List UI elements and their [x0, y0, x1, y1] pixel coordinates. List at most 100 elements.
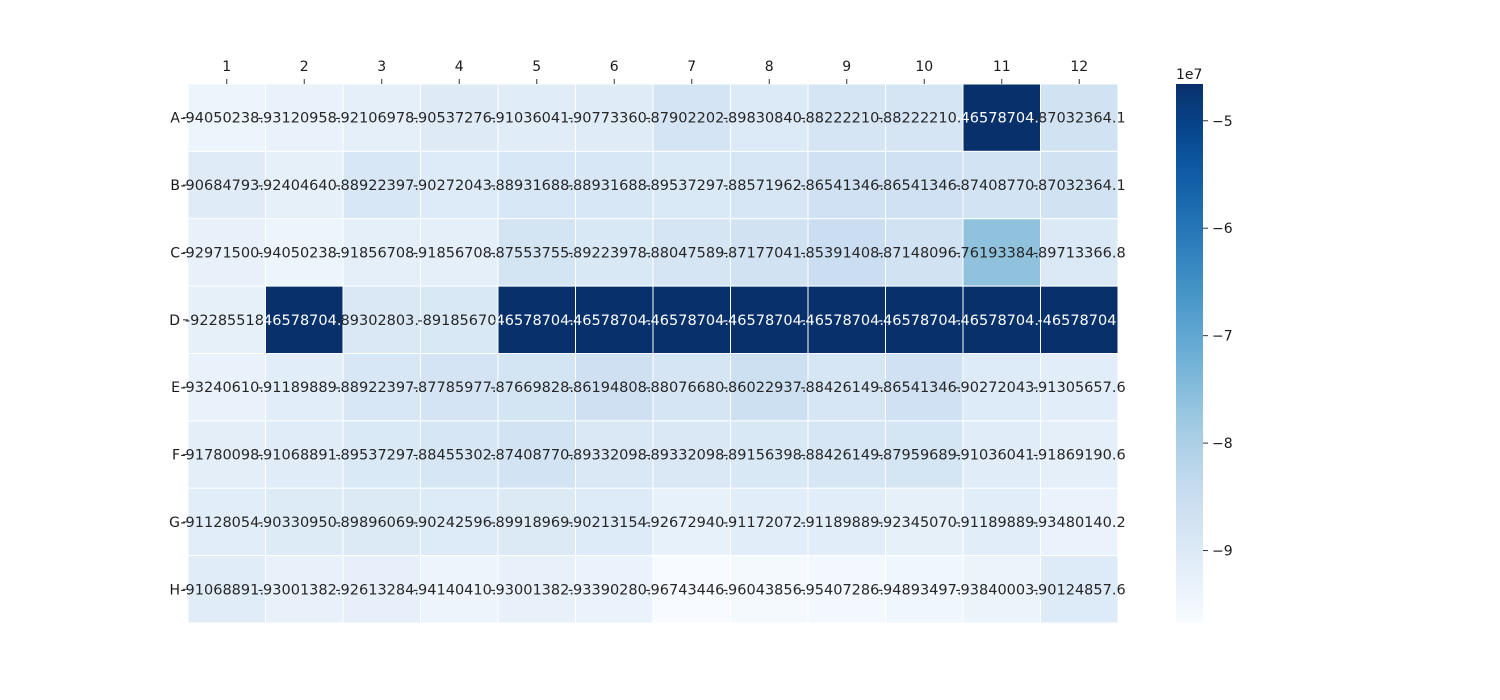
heatmap-cell — [885, 555, 964, 624]
heatmap-cell — [730, 285, 809, 354]
cell-value-label: -85391408.8 — [800, 245, 893, 261]
cell-value-label: -46578704.4 — [955, 313, 1048, 329]
cell-value-label: -90213154.9 — [568, 515, 661, 531]
cell-value-label: -91189889.9 — [955, 515, 1048, 531]
cell-value-label: -91036041.1 — [955, 448, 1048, 464]
heatmap-cell — [420, 285, 499, 354]
cell-value-label: -91856708.9 — [413, 245, 506, 261]
cell-value-label: -86194808.8 — [568, 380, 661, 396]
cell-value-label: -94893497.9 — [878, 582, 971, 598]
cell-value-label: -88931688.9 — [568, 178, 661, 194]
cell-value-label: -96743446.9 — [645, 582, 738, 598]
column-tick-label: 3 — [377, 59, 386, 75]
heatmap-cell — [807, 285, 886, 354]
heatmap-cell — [962, 285, 1041, 354]
cell-value-label: -88571962.8 — [723, 178, 816, 194]
cell-value-label: -89332098.9 — [645, 448, 738, 464]
cell-value-label: -86022937.8 — [723, 380, 816, 396]
cell-value-label: -91068891.8 — [258, 448, 351, 464]
cell-value-label: -87148096.8 — [878, 245, 971, 261]
column-tick-label: 11 — [993, 59, 1011, 75]
cell-value-label: -91869190.6 — [1033, 448, 1126, 464]
cell-value-label: -93001382.9 — [490, 582, 583, 598]
cell-value-label: -92613284.9 — [335, 582, 428, 598]
cell-value-label: -90242596.9 — [413, 515, 506, 531]
cell-value-label: -90272043.9 — [413, 178, 506, 194]
heatmap-cell — [652, 555, 731, 624]
cell-value-label: -92672940.9 — [645, 515, 738, 531]
heatmap-cell — [575, 285, 654, 354]
heatmap-cell — [187, 555, 266, 624]
cell-value-label: -88222210.8 — [800, 111, 893, 127]
heatmap-cell — [1040, 420, 1119, 489]
cell-value-label: -93240610.9 — [180, 380, 273, 396]
cell-value-label: -92404640.8 — [258, 178, 351, 194]
cell-value-label: -88922397.8 — [335, 178, 428, 194]
row-tick-label: H — [169, 582, 180, 598]
row-tick-label: F — [172, 448, 180, 464]
heatmap-cell — [1040, 487, 1119, 557]
cell-value-label: -93840003.9 — [955, 582, 1048, 598]
cell-value-label: -93001382.9 — [258, 582, 351, 598]
heatmap-cell — [1040, 353, 1119, 422]
cell-value-label: -87032364.1 — [1033, 111, 1126, 127]
cell-value-label: -91305657.6 — [1033, 380, 1126, 396]
cell-value-label: -90684793.9 — [180, 178, 273, 194]
heatmap-cell — [807, 353, 886, 422]
cell-value-label: -88931688.8 — [490, 178, 583, 194]
column-tick-label: 9 — [842, 59, 851, 75]
column-tick-label: 12 — [1070, 59, 1088, 75]
heatmap-cell — [885, 353, 964, 422]
cell-value-label: -89896069.9 — [335, 515, 428, 531]
heatmap-cell — [652, 420, 731, 489]
cell-value-label: -90272043.9 — [955, 380, 1048, 396]
cell-value-label: -89332098.9 — [568, 448, 661, 464]
row-tick-label: G — [169, 515, 180, 531]
heatmap-cell — [1040, 218, 1119, 287]
cell-value-label: -46578704.4 — [258, 313, 351, 329]
cell-value-label: -91189889.9 — [800, 515, 893, 531]
cell-value-label: -87408770.9 — [955, 178, 1048, 194]
heatmap-cell — [885, 218, 964, 287]
cell-value-label: -95407286.9 — [800, 582, 893, 598]
heatmap-cell — [497, 150, 576, 220]
heatmap-cell — [730, 555, 809, 624]
heatmap-cell — [265, 150, 344, 220]
heatmap-cell — [1040, 285, 1119, 354]
cell-value-label: -88047589.8 — [645, 245, 738, 261]
cell-value-label: -88426149.8 — [800, 380, 893, 396]
heatmap-cell — [575, 555, 654, 624]
heatmap-cells: -94050238.9-93120958.9-92106978.9-905372… — [180, 83, 1126, 624]
cell-value-label: -87959689.9 — [878, 448, 971, 464]
cell-value-label: -92106978.9 — [335, 111, 428, 127]
cell-value-label: -46578704. — [1037, 313, 1121, 329]
cell-value-label: -92345070.9 — [878, 515, 971, 531]
heatmap-cell — [342, 555, 421, 624]
heatmap-cell — [265, 285, 344, 354]
heatmap-cell — [187, 83, 266, 152]
cell-value-label: -91036041.1 — [490, 111, 583, 127]
cell-value-label: -46578704.4 — [955, 111, 1048, 127]
heatmap-cell — [652, 487, 731, 557]
row-ticks: A B C D E F G H — [169, 111, 188, 598]
heatmap-cell — [342, 150, 421, 220]
cell-value-label: -89918969.9 — [490, 515, 583, 531]
column-tick-label: 6 — [610, 59, 619, 75]
heatmap-cell — [807, 555, 886, 624]
cell-value-label: -89830840.8 — [723, 111, 816, 127]
cell-value-label: -87177041.8 — [723, 245, 816, 261]
cell-value-label: -89537297.8 — [645, 178, 738, 194]
cell-value-label: -93480140.2 — [1033, 515, 1126, 531]
heatmap-cell — [187, 420, 266, 489]
heatmap-cell — [885, 150, 964, 220]
heatmap-cell — [265, 420, 344, 489]
heatmap-cell — [807, 218, 886, 287]
cell-value-label: -87408770.9 — [490, 448, 583, 464]
heatmap-cell — [885, 420, 964, 489]
cell-value-label: -88922397.8 — [335, 380, 428, 396]
row-tick-label: C — [170, 245, 180, 261]
heatmap-cell — [807, 83, 886, 152]
cell-value-label: -46578704.4 — [878, 313, 971, 329]
row-tick-label: B — [170, 178, 180, 194]
